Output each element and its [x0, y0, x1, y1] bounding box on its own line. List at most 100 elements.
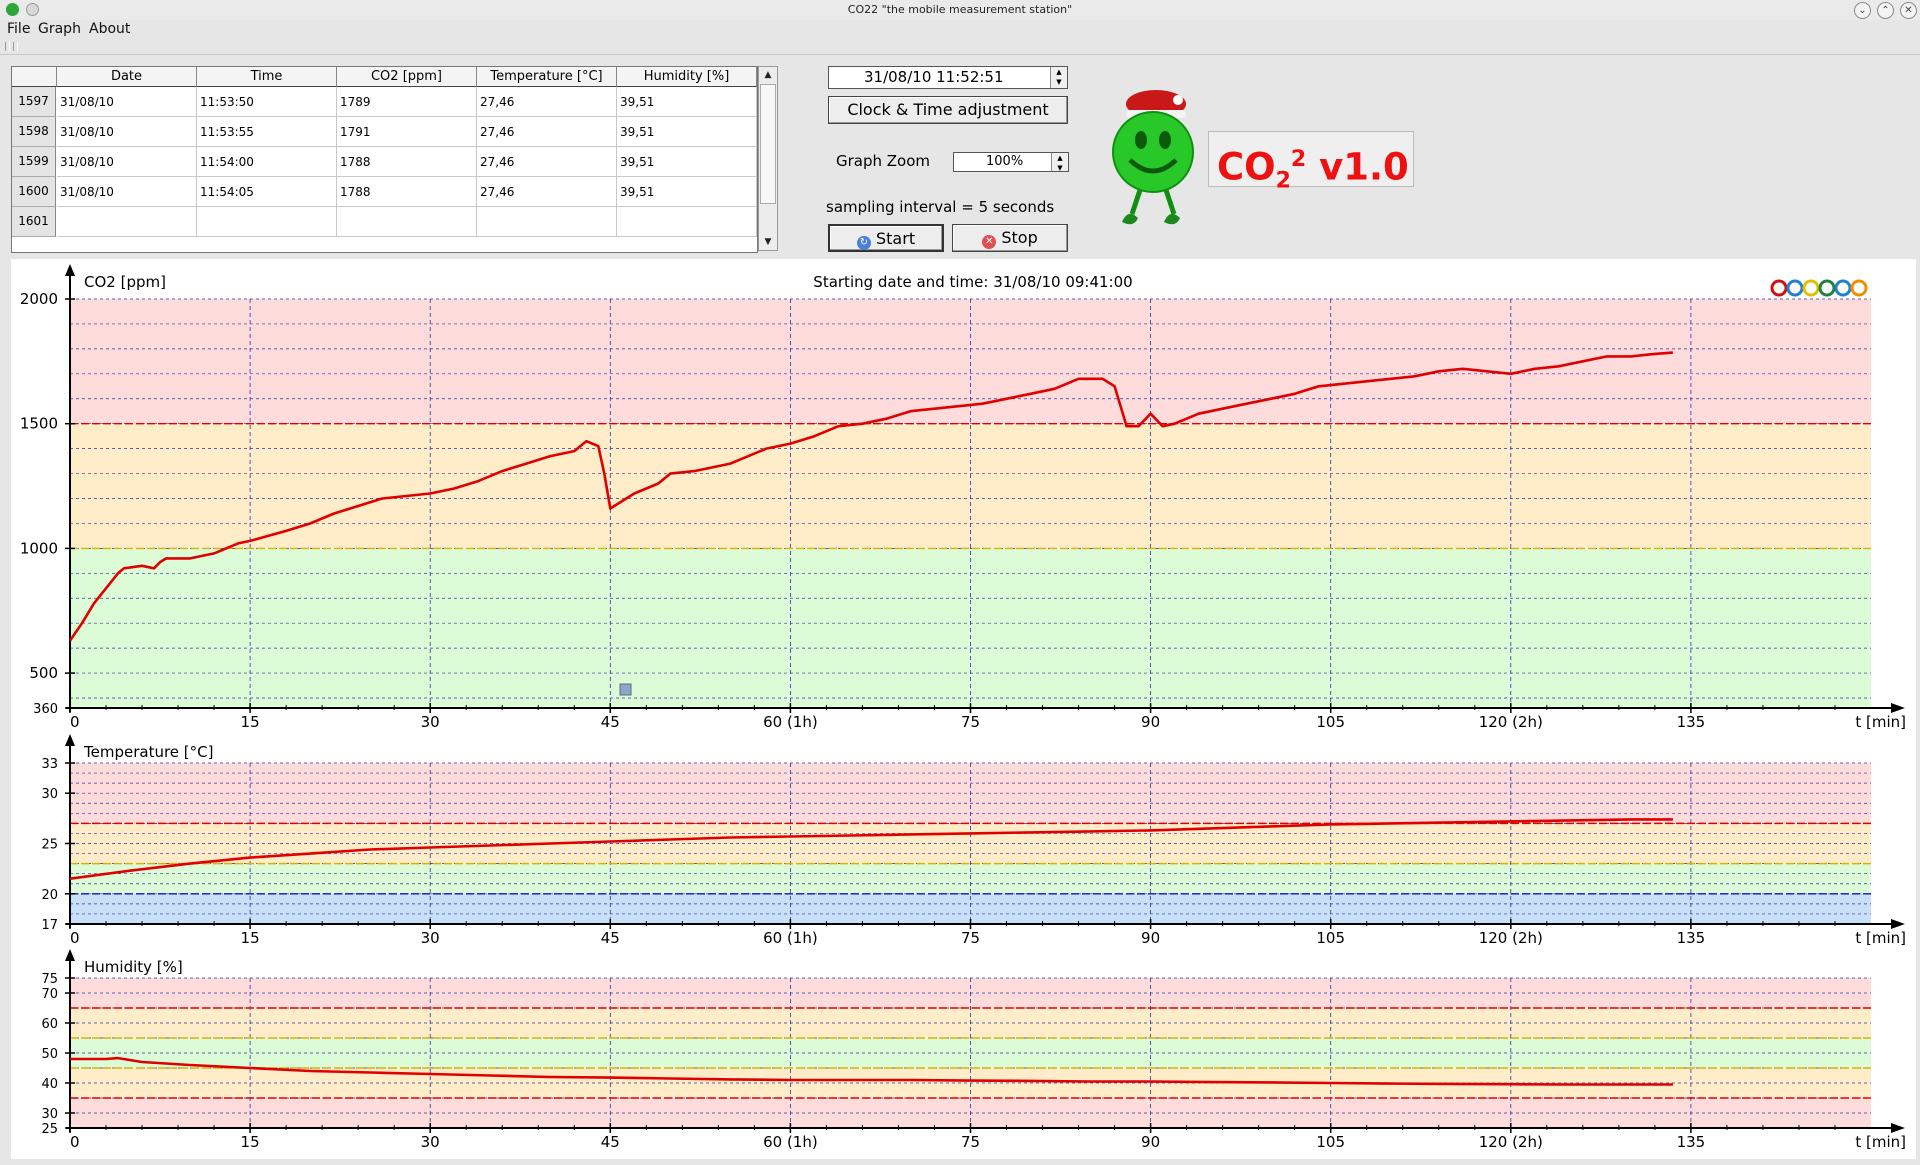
- start-label: Start: [876, 229, 916, 248]
- menu-file[interactable]: File: [7, 21, 31, 37]
- version-suffix: v1.0: [1306, 145, 1409, 189]
- row-header[interactable]: 1601: [12, 207, 56, 237]
- x-tick-label: 60 (1h): [763, 929, 818, 947]
- column-header-humidity[interactable]: Humidity [%]: [617, 67, 757, 87]
- y-tick-label: 40: [41, 1077, 58, 1092]
- clock-adjust-button[interactable]: Clock & Time adjustment: [828, 96, 1068, 124]
- table-cell-time[interactable]: [197, 207, 337, 237]
- graph-zoom-spinner[interactable]: ▲ ▼: [1051, 153, 1068, 172]
- menu-about[interactable]: About: [89, 21, 131, 37]
- x-tick-label: 120 (2h): [1479, 929, 1543, 947]
- series-line: [70, 1056, 1673, 1086]
- x-tick-label: 45: [601, 713, 620, 731]
- row-header[interactable]: 1600: [12, 177, 56, 207]
- table-cell-date[interactable]: 31/08/10: [57, 117, 197, 147]
- table-cell-temp[interactable]: [477, 207, 617, 237]
- start-button[interactable]: ↻ Start: [828, 224, 944, 252]
- window-title: CO22 "the mobile measurement station": [847, 3, 1073, 16]
- marker-icon: [619, 683, 632, 696]
- table-cell-co2[interactable]: 1788: [337, 177, 477, 207]
- table-cell-co2[interactable]: 1788: [337, 147, 477, 177]
- table-cell-temp[interactable]: 27,46: [477, 117, 617, 147]
- x-tick-label: 105: [1316, 1133, 1345, 1151]
- table-cell-temp[interactable]: 27,46: [477, 147, 617, 177]
- series-line: [69, 818, 1673, 880]
- row-header[interactable]: 1597: [12, 87, 56, 117]
- column-header-temperature[interactable]: Temperature [°C]: [477, 67, 617, 87]
- x-axis-label: t [min]: [1855, 713, 1906, 731]
- x-tick-label: 135: [1677, 1133, 1706, 1151]
- table-cell-hum[interactable]: 39,51: [617, 87, 757, 117]
- toolbar-grip[interactable]: [5, 42, 10, 51]
- x-axis-label: t [min]: [1855, 1133, 1906, 1151]
- table-cell-date[interactable]: 31/08/10: [57, 87, 197, 117]
- row-header[interactable]: 1598: [12, 117, 56, 147]
- x-axis-arrow-icon: [1891, 1123, 1905, 1133]
- y-tick-label: 25: [41, 1122, 58, 1137]
- x-tick-label: 75: [961, 929, 980, 947]
- x-tick-label: 120 (2h): [1479, 1133, 1543, 1151]
- table-cell-time[interactable]: 11:54:00: [197, 147, 337, 177]
- y-tick-label: 60: [41, 1017, 58, 1032]
- column-header-time[interactable]: Time: [197, 67, 337, 87]
- toolbar-grip[interactable]: [13, 42, 18, 51]
- brand-logo-mark: [1818, 279, 1836, 297]
- y-tick-label: 17: [41, 918, 58, 933]
- table-cell-hum[interactable]: 39,51: [617, 177, 757, 207]
- chart-zone: [70, 299, 1871, 424]
- brand-logo-mark: [1850, 279, 1868, 297]
- y-tick-label: 75: [41, 972, 58, 987]
- y-axis-label: Humidity [%]: [84, 958, 183, 976]
- y-tick-label: 2000: [20, 290, 58, 308]
- minimize-button[interactable]: ⌄: [1854, 2, 1871, 19]
- datetime-field[interactable]: 31/08/10 11:52:51 ▲ ▼: [828, 66, 1068, 89]
- table-cell-co2[interactable]: [337, 207, 477, 237]
- column-header-co2[interactable]: CO2 [ppm]: [337, 67, 477, 87]
- table-cell-hum[interactable]: [617, 207, 757, 237]
- graph-zoom-field[interactable]: 100% ▲ ▼: [953, 152, 1069, 172]
- window-titlebar: CO22 "the mobile measurement station" ⌄ …: [0, 0, 1920, 21]
- table-cell-hum[interactable]: 39,51: [617, 117, 757, 147]
- x-tick-label: 135: [1677, 713, 1706, 731]
- stop-button[interactable]: ✕ Stop: [952, 224, 1068, 252]
- y-tick-label: 500: [29, 664, 58, 682]
- table-cell-time[interactable]: 11:54:05: [197, 177, 337, 207]
- table-cell-co2[interactable]: 1791: [337, 117, 477, 147]
- close-button[interactable]: ✕: [1900, 2, 1917, 19]
- x-tick-label: 30: [421, 713, 440, 731]
- table-cell-co2[interactable]: 1789: [337, 87, 477, 117]
- x-axis-label: t [min]: [1855, 929, 1906, 947]
- table-cell-date[interactable]: 31/08/10: [57, 147, 197, 177]
- scroll-down-icon[interactable]: ▼: [764, 237, 772, 247]
- x-tick-label: 30: [421, 929, 440, 947]
- x-tick-label: 135: [1677, 929, 1706, 947]
- app-icon: [6, 3, 19, 16]
- menu-graph[interactable]: Graph: [38, 21, 81, 37]
- table-cell-temp[interactable]: 27,46: [477, 177, 617, 207]
- window-menu-icon[interactable]: [26, 3, 39, 16]
- datetime-spinner[interactable]: ▲ ▼: [1050, 67, 1067, 88]
- table-cell-date[interactable]: [57, 207, 197, 237]
- table-cell-hum[interactable]: 39,51: [617, 147, 757, 177]
- datetime-value: 31/08/10 11:52:51: [864, 68, 1004, 86]
- table-cell-time[interactable]: 11:53:55: [197, 117, 337, 147]
- column-header-date[interactable]: Date: [57, 67, 197, 87]
- row-header[interactable]: 1599: [12, 147, 56, 177]
- smiley-mascot-logo: [1112, 90, 1194, 225]
- x-tick-label: 60 (1h): [763, 1133, 818, 1151]
- graph-panel: 2000 1500 1000 500 360 0 15 30 45 60 (1h) 75 90 105 1…: [11, 259, 1916, 1159]
- x-tick-label: 105: [1316, 929, 1345, 947]
- scrollbar-thumb[interactable]: [760, 84, 776, 204]
- y-tick-label: 70: [41, 987, 58, 1002]
- table-cell-temp[interactable]: 27,46: [477, 87, 617, 117]
- scroll-up-icon[interactable]: ▲: [764, 70, 772, 80]
- table-cell-date[interactable]: 31/08/10: [57, 177, 197, 207]
- x-tick-label: 75: [961, 1133, 980, 1151]
- y-tick-label: 50: [41, 1047, 58, 1062]
- maximize-button[interactable]: ⌃: [1877, 2, 1894, 19]
- x-tick-label: 0: [70, 1133, 80, 1151]
- stop-label: Stop: [1001, 228, 1038, 247]
- table-cell-time[interactable]: 11:53:50: [197, 87, 337, 117]
- table-scrollbar[interactable]: ▲ ▼: [758, 66, 778, 251]
